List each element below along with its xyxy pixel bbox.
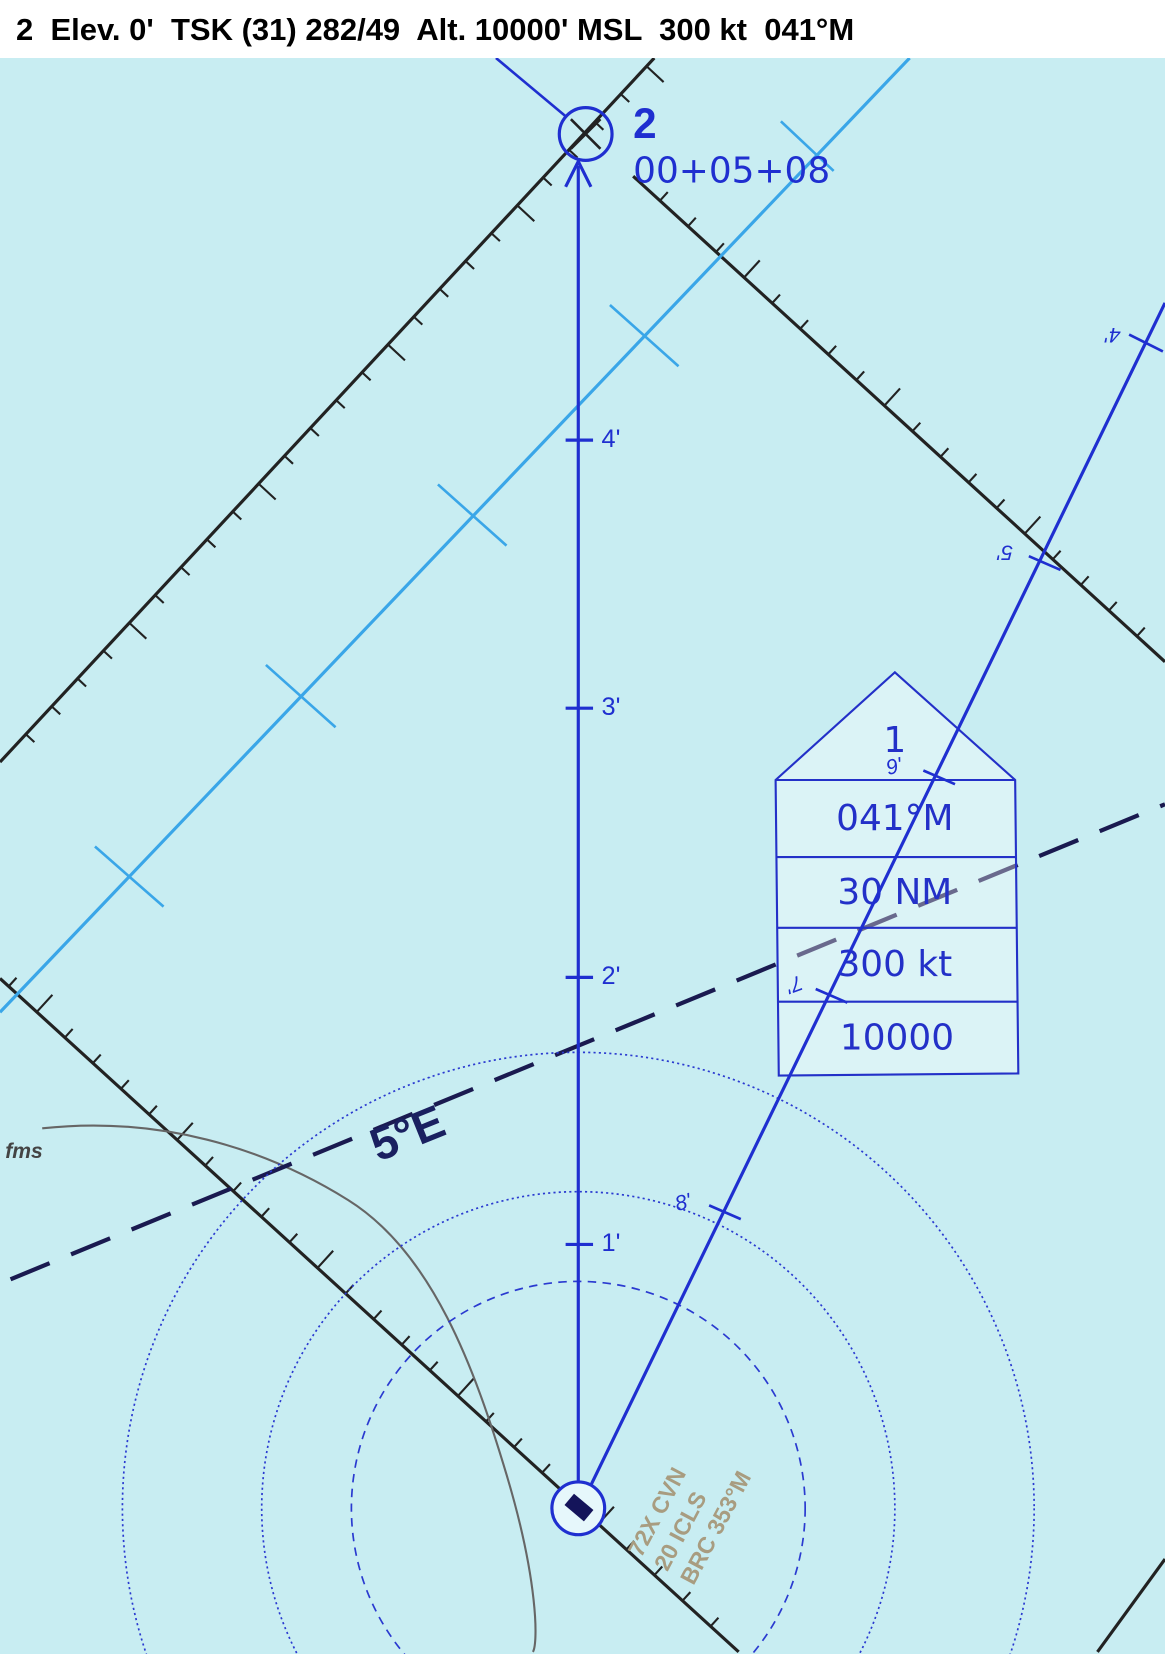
route-ticks (565, 438, 594, 1247)
boundary-tick (457, 1378, 475, 1397)
diagonal-tick-label: 9' (883, 753, 905, 780)
boundary-ticks (7, 65, 1146, 1628)
boundary-tick (288, 1233, 299, 1244)
boundary-tick (176, 1122, 194, 1141)
boundary-tick (92, 1053, 102, 1064)
diagonal-tick-label: 5' (996, 541, 1013, 564)
boundary-tick (335, 399, 346, 409)
fms-label: fms (5, 1140, 43, 1163)
boundary-tick (387, 343, 406, 362)
boundary-tick (911, 421, 922, 432)
route-arrow (564, 157, 593, 188)
airway (0, 58, 911, 1014)
boundary-tick (154, 594, 165, 604)
boundary-tick (855, 370, 865, 381)
boundary-tick (283, 455, 294, 465)
leg-box: 1 041°M 30 NM 300 kt 10000 (774, 670, 1020, 1077)
route-tick-label: 1' (601, 1229, 620, 1257)
boundary-tick (232, 1181, 242, 1192)
boundary-tick (568, 148, 579, 159)
diagonal-ticks (708, 333, 1164, 1221)
boundary-tick (542, 176, 553, 187)
boundary-tick (464, 260, 475, 270)
boundary-tick (827, 345, 837, 356)
diagonal-tick-label: 4' (1104, 323, 1121, 346)
boundary-tick (372, 1309, 383, 1320)
boundary-tick (1136, 626, 1146, 637)
boundary-tick (485, 1412, 495, 1423)
leg-course: 041°M (836, 798, 953, 839)
boundary-tick (1051, 550, 1062, 561)
waypoint-symbol (557, 106, 614, 162)
boundary-tick (316, 1250, 334, 1269)
boundary-tick (513, 1437, 523, 1448)
boundary-tick (260, 1207, 270, 1218)
boundary-tick (148, 1105, 158, 1116)
boundary-tick (967, 473, 978, 484)
boundary-tick (516, 204, 536, 222)
boundary-tick (438, 288, 449, 298)
boundary-tick (400, 1335, 411, 1346)
route-tick-label: 4' (601, 425, 620, 453)
isogonic-line (9, 802, 1165, 1282)
boundary-tick (681, 1591, 692, 1602)
waypoint-time: 00+05+08 (633, 151, 830, 192)
boundary-tick (1080, 575, 1090, 586)
boundary-tick (625, 1540, 635, 1551)
boundary-tick (361, 371, 372, 382)
boundary-tick (709, 1616, 720, 1628)
diagonal-tick-label: 8' (672, 1189, 694, 1216)
boundary-tick (995, 498, 1006, 509)
boundary-tick (1023, 515, 1042, 535)
boundary-tick (939, 447, 950, 458)
leg-speed: 300 kt (837, 944, 952, 985)
boundary-tick (715, 242, 725, 253)
boundary-tick (204, 1156, 214, 1167)
boundary-tick (232, 510, 242, 521)
boundary-tick (1108, 601, 1118, 612)
boundary-tick (25, 733, 36, 743)
leg-number: 1 (883, 720, 906, 761)
route-tick-label: 3' (601, 693, 620, 721)
boundary-tick (541, 1463, 551, 1474)
waypoint-label: 2 (633, 100, 656, 147)
boundary-tick (687, 217, 697, 228)
boundary-tick (51, 705, 61, 716)
boundary-tick (743, 259, 761, 279)
diagonal-leg (589, 302, 1165, 1486)
boundary-tick (257, 482, 277, 501)
header-title: 2 Elev. 0' TSK (31) 282/49 Alt. 10000' M… (16, 12, 855, 47)
boundary-tick (35, 994, 54, 1013)
inbound-leg (495, 58, 568, 119)
boundary-tick (883, 387, 901, 407)
route-tick-label: 2' (601, 962, 620, 990)
boundary-tick (120, 1079, 130, 1090)
boundary-tick (102, 649, 113, 660)
boundary-tick (490, 232, 501, 242)
boundary-tick (180, 566, 191, 576)
boundary-tick (76, 677, 87, 688)
boundary-tick (659, 191, 669, 202)
carrier-symbol (550, 1480, 607, 1537)
boundary-tick (771, 293, 781, 304)
boundary-tick (645, 65, 665, 83)
boundary-tick (206, 538, 217, 549)
boundary-tick (413, 315, 424, 326)
leg-distance: 30 NM (837, 872, 952, 913)
boundary-tick (429, 1361, 439, 1372)
boundary-tick (64, 1028, 74, 1039)
boundary-tick (620, 93, 630, 103)
boundary-tick (309, 427, 320, 437)
boundary-tick (653, 1565, 664, 1576)
map: fms 5°E 1' 2' 3' 4' 1 041°M 30 NM 300 kt… (0, 58, 1165, 1654)
airway-ticks (94, 120, 835, 908)
boundary-tick (799, 319, 809, 330)
boundary-tick (128, 622, 148, 640)
fms-line (42, 1124, 537, 1653)
boundary-tick (7, 977, 18, 988)
leg-altitude: 10000 (840, 1018, 954, 1059)
